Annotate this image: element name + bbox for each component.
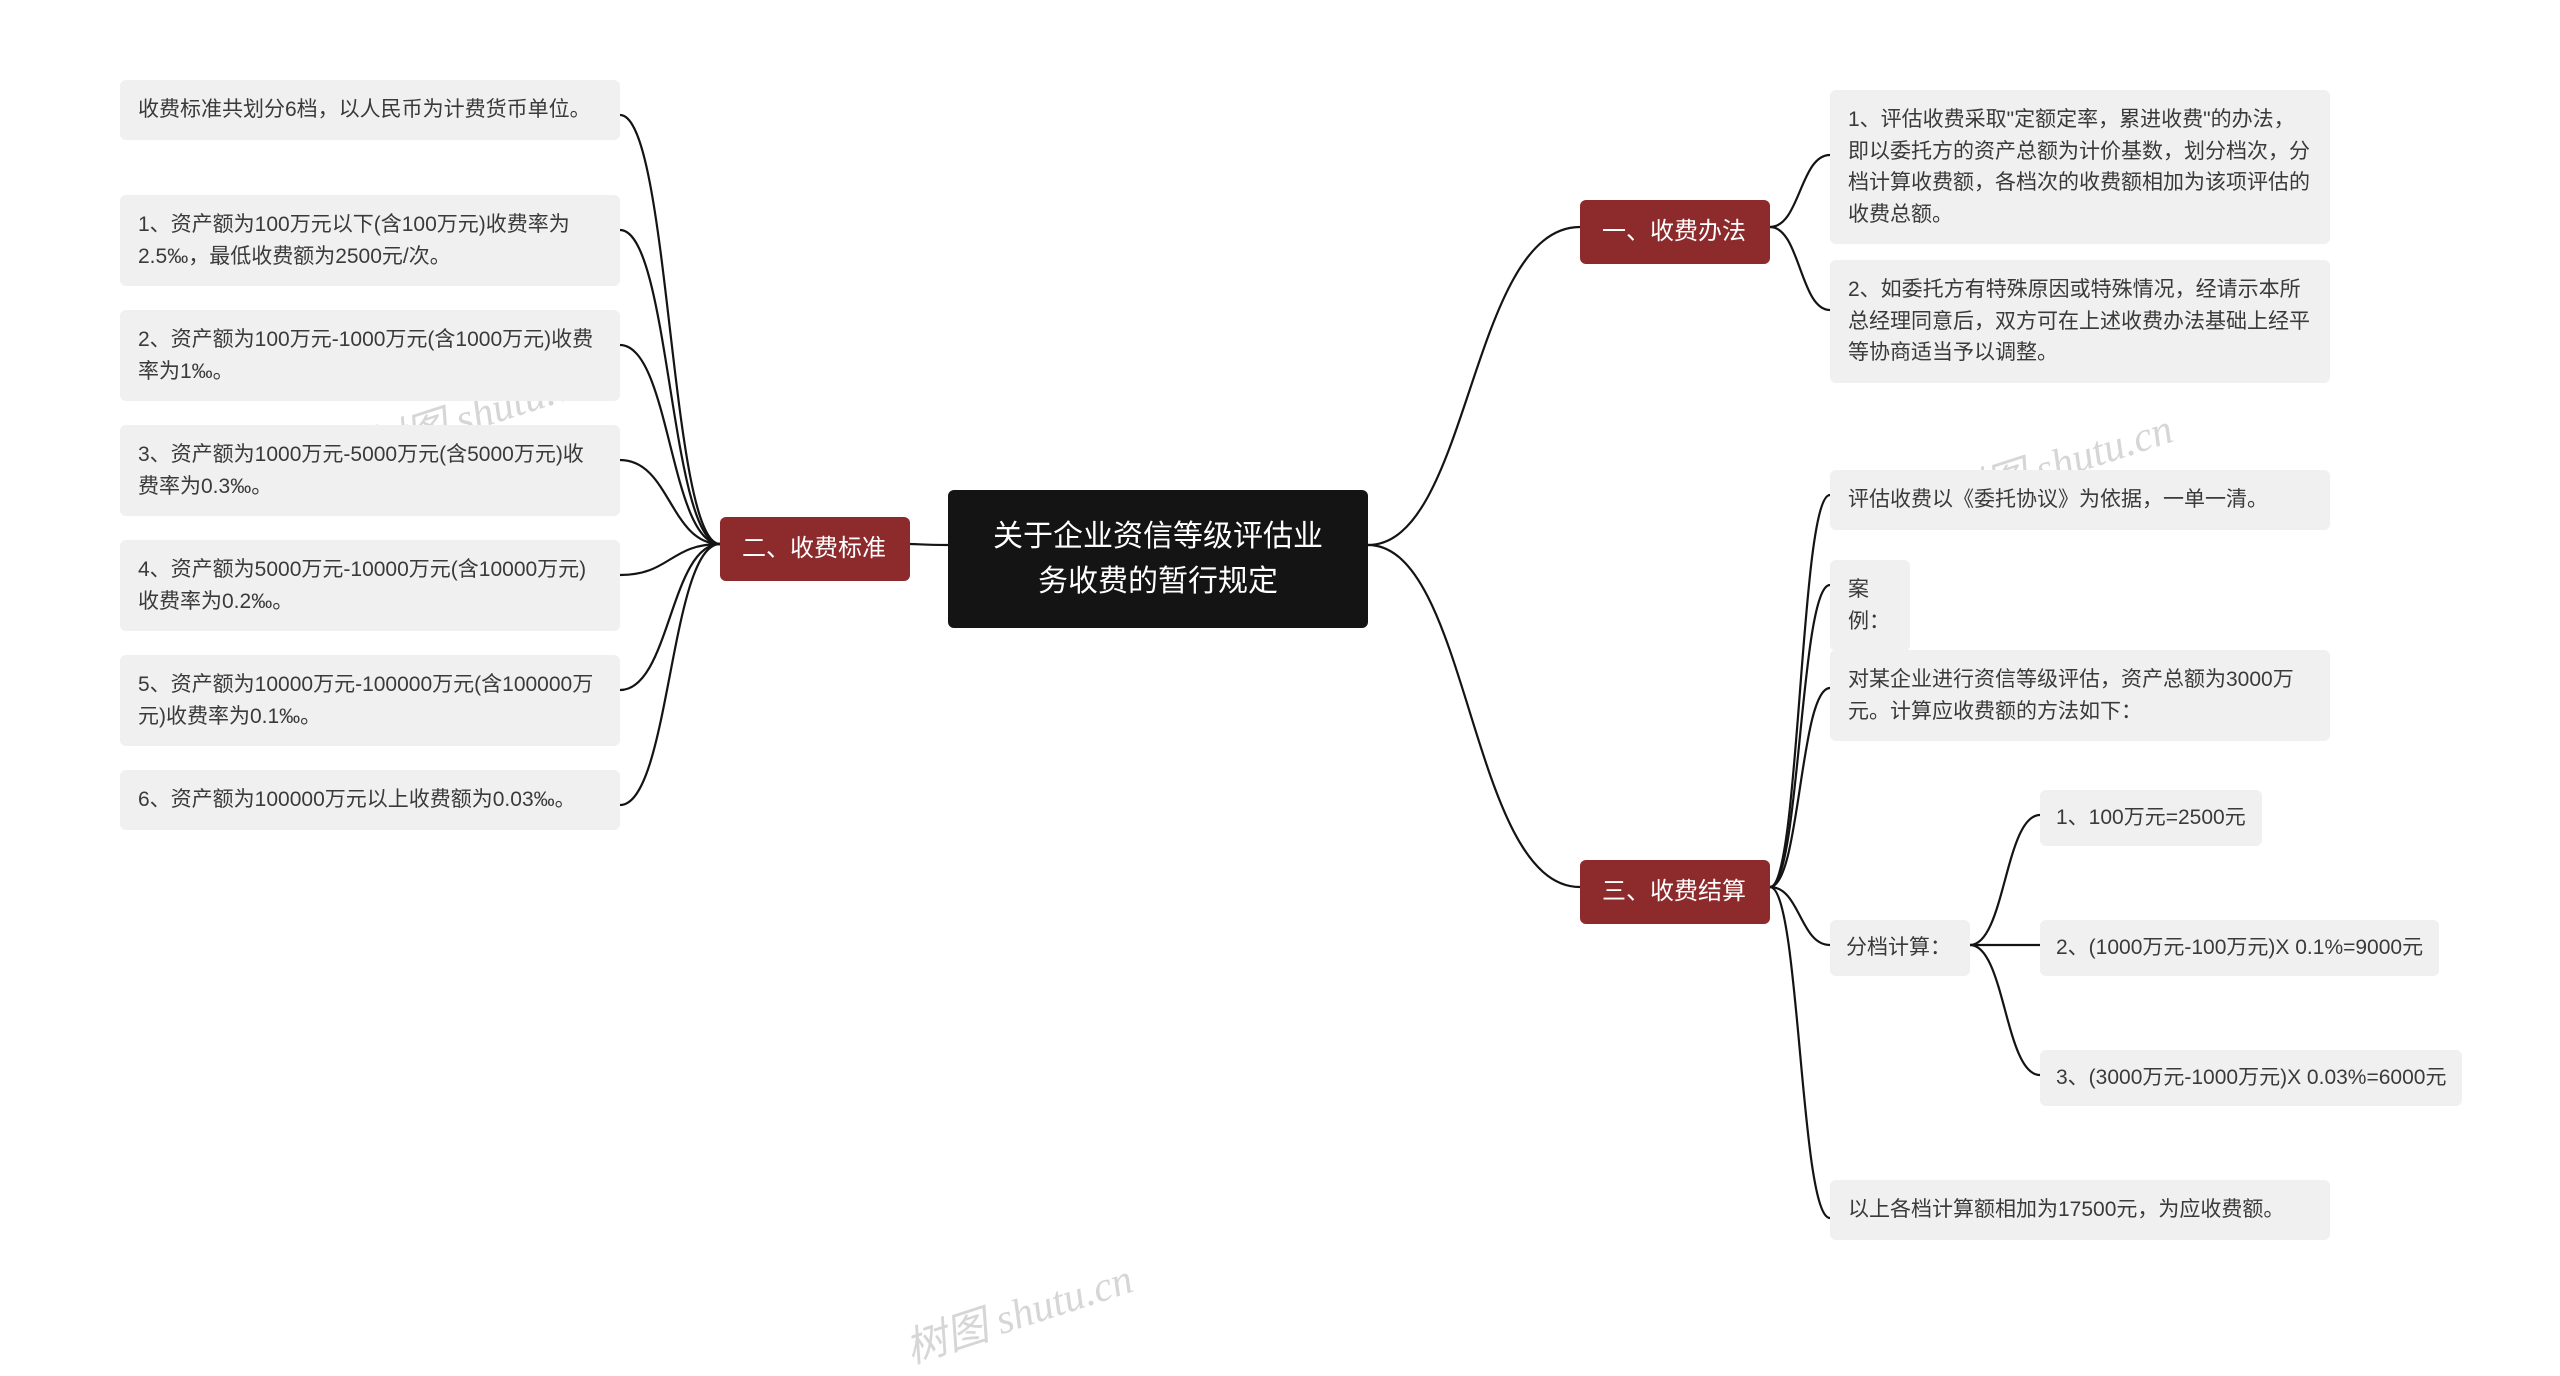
section-two-item-2: 2、资产额为100万元-1000万元(含1000万元)收费率为1‰。 — [120, 310, 620, 401]
branch-three: 三、收费结算 — [1580, 860, 1770, 924]
section-two-item-3: 3、资产额为1000万元-5000万元(含5000万元)收费率为0.3‰。 — [120, 425, 620, 516]
watermark: 树图 shutu.cn — [896, 1245, 1139, 1376]
section-three-item-3: 对某企业进行资信等级评估，资产总额为3000万元。计算应收费额的方法如下： — [1830, 650, 2330, 741]
section-two-item-6: 6、资产额为100000万元以上收费额为0.03‰。 — [120, 770, 620, 830]
section-two-item-4: 4、资产额为5000万元-10000万元(含10000万元)收费率为0.2‰。 — [120, 540, 620, 631]
root-title: 关于企业资信等级评估业务收费的暂行规定 — [993, 520, 1323, 598]
section-three-calc-1: 1、100万元=2500元 — [2040, 790, 2262, 846]
root-node: 关于企业资信等级评估业务收费的暂行规定 — [948, 490, 1368, 628]
section-three-item-2: 案例： — [1830, 560, 1910, 651]
section-three-calc-label: 分档计算： — [1830, 920, 1970, 976]
section-three-calc-3: 3、(3000万元-1000万元)X 0.03%=6000元 — [2040, 1050, 2462, 1106]
section-one-item-2: 2、如委托方有特殊原因或特殊情况，经请示本所总经理同意后，双方可在上述收费办法基… — [1830, 260, 2330, 383]
section-three-calc-2: 2、(1000万元-100万元)X 0.1%=9000元 — [2040, 920, 2439, 976]
section-one-item-1: 1、评估收费采取"定额定率，累进收费"的办法，即以委托方的资产总额为计价基数，划… — [1830, 90, 2330, 244]
branch-two: 二、收费标准 — [720, 517, 910, 581]
mindmap-canvas: 树图 shutu.cn 树图 shutu.cn 树图 shutu.cn — [0, 0, 2560, 1353]
section-three-item-4: 以上各档计算额相加为17500元，为应收费额。 — [1830, 1180, 2330, 1240]
section-two-item-5: 5、资产额为10000万元-100000万元(含100000万元)收费率为0.1… — [120, 655, 620, 746]
section-three-item-1: 评估收费以《委托协议》为依据，一单一清。 — [1830, 470, 2330, 530]
section-two-item-0: 收费标准共划分6档，以人民币为计费货币单位。 — [120, 80, 620, 140]
branch-one: 一、收费办法 — [1580, 200, 1770, 264]
section-two-item-1: 1、资产额为100万元以下(含100万元)收费率为2.5‰，最低收费额为2500… — [120, 195, 620, 286]
